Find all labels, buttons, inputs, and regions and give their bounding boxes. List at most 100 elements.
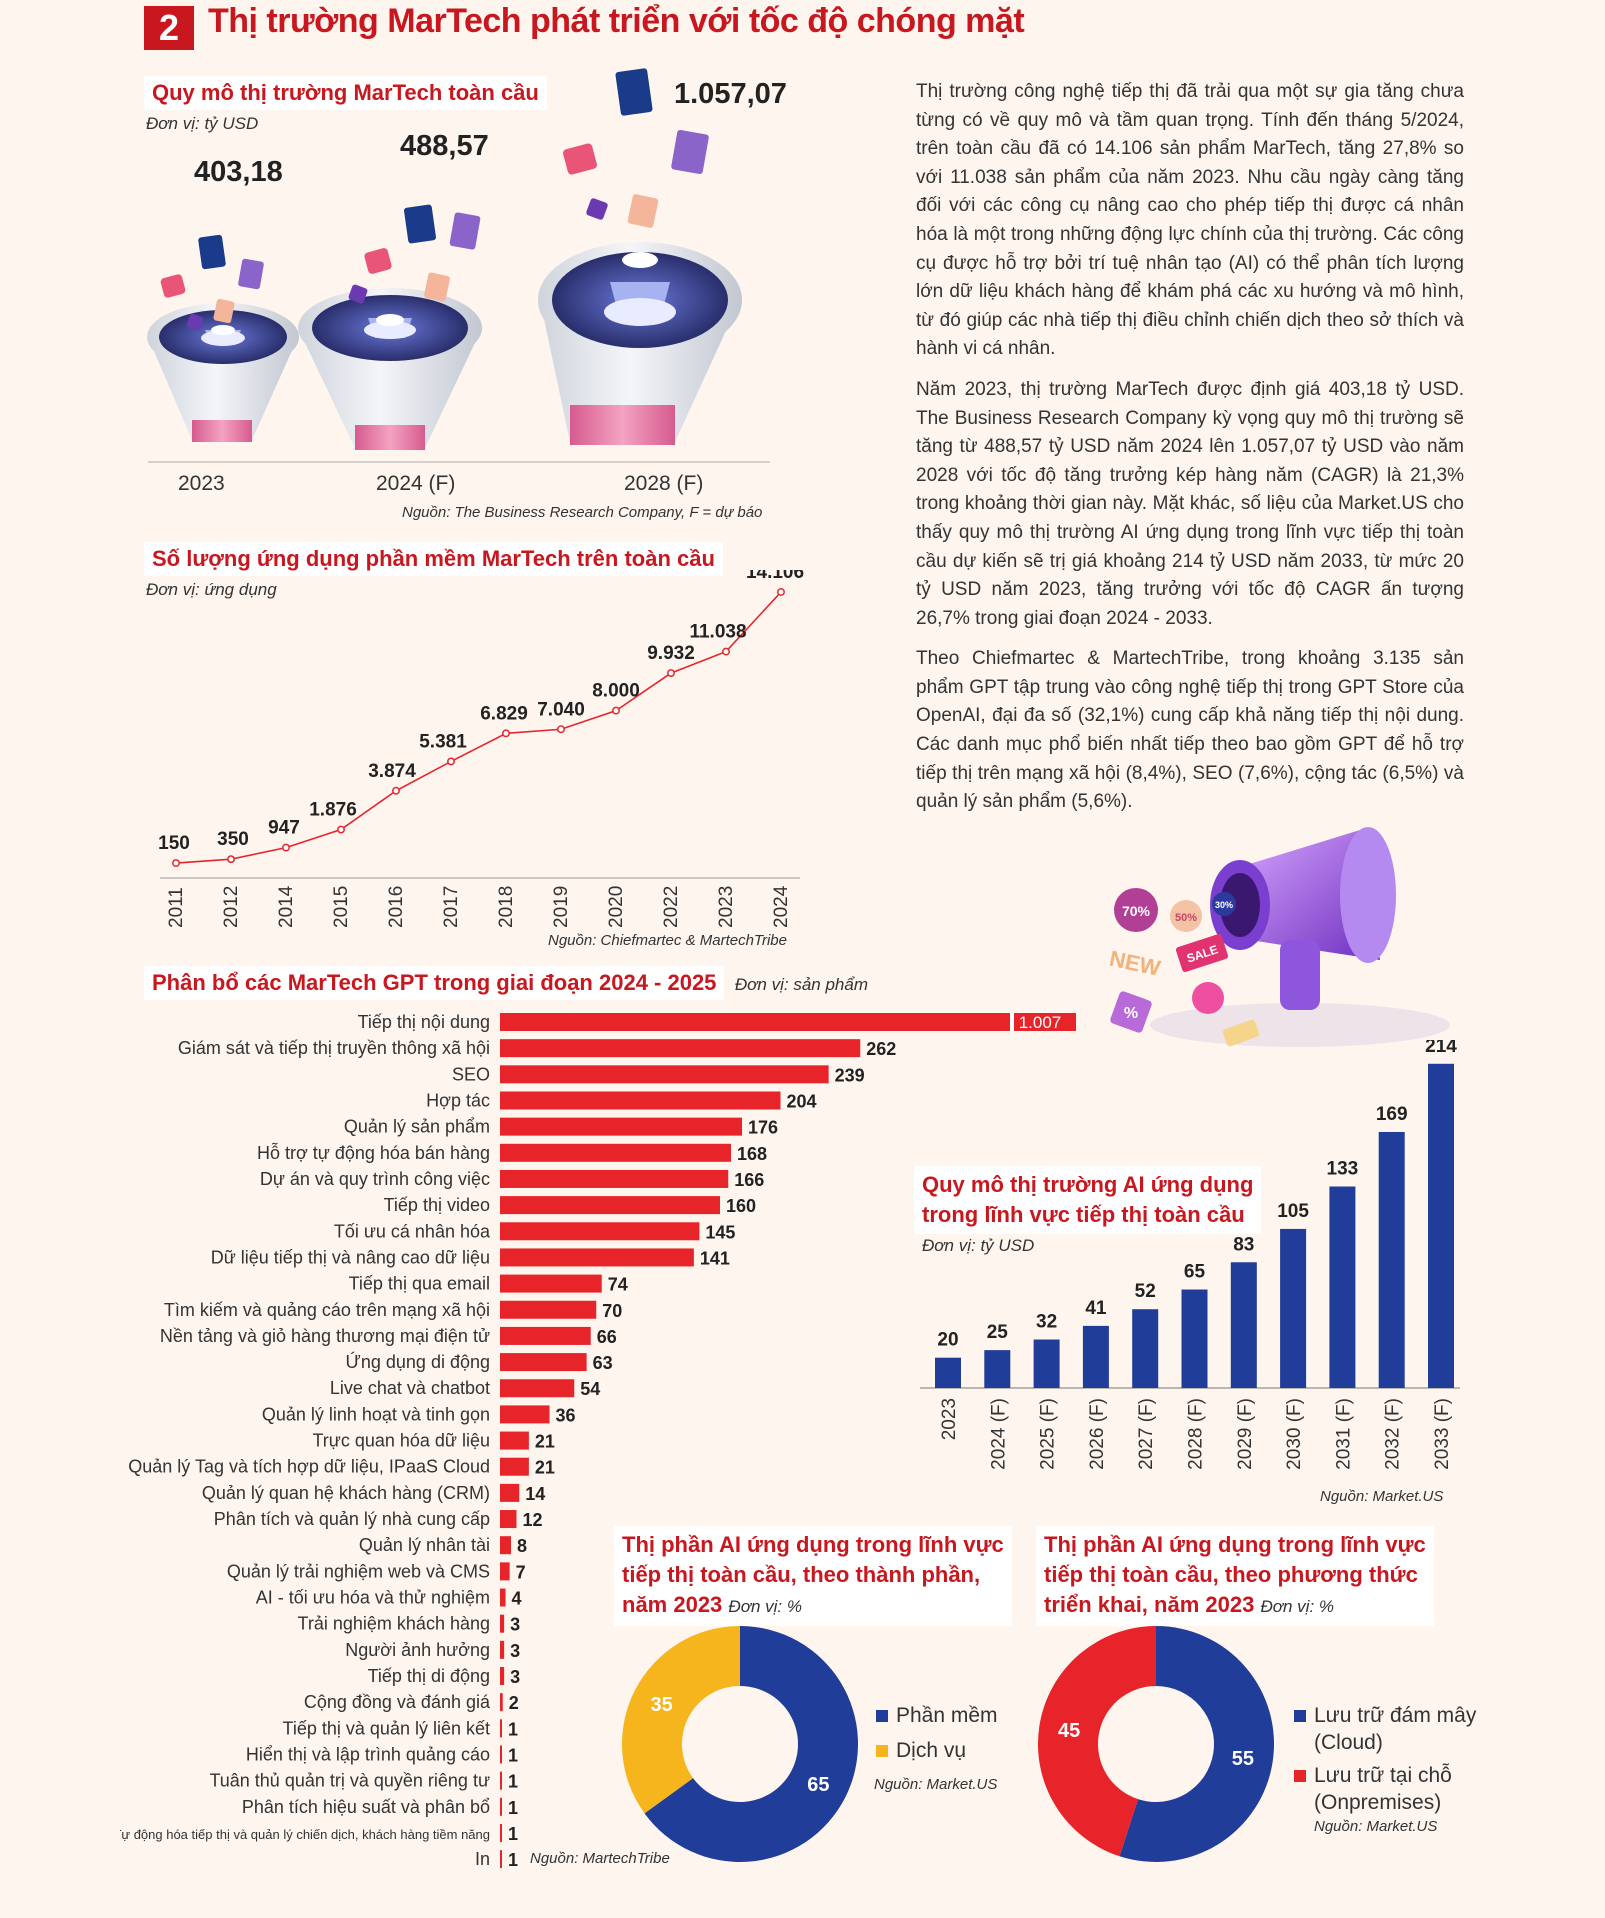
ai-market-bar [1280,1228,1307,1388]
ai-market-value: 65 [1184,1262,1206,1283]
ai-market-value: 133 [1327,1159,1359,1180]
share-deploy-label: 55 [1232,1748,1254,1770]
ai-market-bar [1082,1325,1109,1388]
share-deploy-title-line3-row: triển khai, năm 2023 Đơn vị: % [1044,1590,1426,1622]
share-component-source: Nguồn: Market.US [874,1776,998,1793]
tag-70: 70% [1114,888,1158,932]
apps-count-point [612,706,620,715]
gpt-dist-bar [500,1431,529,1450]
apps-count-label: 8.000 [592,681,640,702]
gpt-dist-value: 2 [509,1693,519,1713]
share-deploy-label: 45 [1058,1720,1080,1742]
ai-market-chart: 20 2023 25 2024 (F) 32 2025 (F) 41 2026 (F) 52 20… [920,1040,1460,1470]
ai-market-x-tick: 2033 (F) [1432,1398,1453,1470]
market-size-chart [147,68,770,463]
gpt-dist-value: 63 [593,1353,613,1373]
gpt-dist-value: 1 [508,1745,518,1765]
gpt-dist-value: 1 [508,1719,518,1739]
gpt-dist-bar [500,1300,597,1319]
gpt-dist-value: 160 [726,1196,756,1216]
share-component-slice [644,1626,858,1862]
gpt-dist-bar [500,1013,1010,1031]
gpt-dist-value: 239 [835,1065,865,1085]
gpt-dist-category: SEO [452,1064,490,1084]
gpt-dist-category: Quản lý nhân tài [359,1535,490,1555]
gpt-dist-value: 54 [580,1379,600,1399]
gpt-dist-bar-break [1010,1013,1014,1031]
gpt-dist-bar [500,1536,511,1555]
legend-cloud: Lưu trữ đám mây [1294,1702,1476,1729]
legend-label-service: Dịch vụ [896,1739,967,1762]
ai-market-value: 32 [1036,1312,1057,1333]
article-body: Thị trường công nghệ tiếp thị đã trải qu… [916,78,1464,829]
gpt-dist-value: 204 [787,1091,817,1111]
gpt-dist-value: 3 [510,1641,520,1661]
apps-count-label: 7.040 [537,699,585,720]
gpt-dist-category: Trực quan hóa dữ liệu [312,1431,490,1451]
gpt-dist-category: Tiếp thị video [384,1195,490,1215]
gpt-dist-heading: Phân bổ các MarTech GPT trong giai đoạn … [144,966,868,1000]
ai-market-bar [1329,1186,1356,1388]
gpt-dist-value: 74 [608,1275,628,1295]
gpt-dist-value: 166 [734,1170,764,1190]
share-component-label: 35 [650,1694,672,1716]
gpt-dist-value: 21 [535,1458,555,1478]
gpt-dist-unit: Đơn vị: sản phẩm [734,975,868,994]
share-deploy-title-line2: tiếp thị toàn cầu, theo phương thức [1044,1562,1418,1587]
gpt-dist-bar [500,1222,700,1241]
gpt-dist-bar [500,1614,505,1633]
market-size-year-2023: 2023 [178,472,225,495]
gpt-dist-category: Dự án và quy trình công việc [260,1169,490,1189]
svg-text:50%: 50% [1175,912,1197,924]
gpt-dist-value: 66 [597,1327,617,1347]
gpt-dist-bar [500,1745,502,1764]
share-deploy-title: Thị phần AI ứng dụng trong lĩnh vực tiếp… [1036,1526,1434,1626]
share-deploy-slice [1038,1626,1156,1857]
apps-count-point [502,729,510,738]
svg-text:70%: 70% [1122,903,1151,919]
share-deploy-source: Nguồn: Market.US [1314,1818,1438,1835]
legend-label-software: Phần mềm [896,1704,998,1727]
ai-market-bar [1033,1339,1060,1388]
legend-software: Phần mềm [876,1702,998,1729]
gpt-dist-bar [500,1797,502,1816]
gpt-dist-category: Nền tảng và giỏ hàng thương mại điện tử [160,1326,490,1346]
apps-count-label: 6.829 [480,703,528,724]
tag-sale: SALE [1175,934,1229,972]
gpt-dist-category: Tiếp thị nội dung [358,1012,490,1032]
gpt-dist-bar [500,1353,587,1372]
apps-count-title: Số lượng ứng dụng phần mềm MarTech trên … [144,542,723,576]
ai-market-x-tick: 2031 (F) [1333,1398,1354,1470]
apps-count-x-tick: 2019 [551,886,572,928]
share-deploy-title-line1: Thị phần AI ứng dụng trong lĩnh vực [1044,1532,1426,1557]
gpt-dist-category: In [475,1849,490,1869]
ai-market-value: 169 [1376,1104,1408,1125]
section-title: Thị trường MarTech phát triển với tốc độ… [208,2,1025,40]
ai-market-source: Nguồn: Market.US [1320,1488,1444,1505]
gpt-dist-value: 14 [525,1484,545,1504]
apps-count-x-tick: 2017 [441,886,462,928]
gpt-dist-value: 36 [556,1405,576,1425]
ai-market-bar [1132,1309,1159,1388]
gpt-dist-category: Quản lý sản phẩm [344,1117,490,1137]
gpt-dist-value: 21 [535,1432,555,1452]
ai-market-title: Quy mô thị trường AI ứng dụng trong lĩnh… [914,1166,1262,1234]
apps-count-x-tick: 2020 [606,886,627,928]
apps-count-label: 1.876 [309,800,357,821]
ai-market-x-tick: 2025 (F) [1038,1398,1059,1470]
apps-count-point [722,647,730,656]
apps-count-label: 350 [217,829,249,850]
apps-count-label: 14.106 [746,570,804,583]
gpt-dist-bar [500,1169,729,1188]
gpt-dist-bar [500,1562,510,1581]
gpt-dist-value: 176 [748,1118,778,1138]
gpt-dist-category: AI - tối ưu hóa và thử nghiệm [256,1588,490,1608]
apps-count-label: 11.038 [689,622,746,643]
share-component-unit: Đơn vị: % [728,1597,802,1616]
legend-swatch-software [876,1710,888,1723]
gpt-dist-value: 4 [512,1589,522,1609]
share-component-donut: 65 35 [622,1626,858,1862]
tag-50: 50% [1170,900,1202,932]
apps-count-x-tick: 2015 [331,886,352,928]
gpt-dist-bar [500,1405,550,1424]
